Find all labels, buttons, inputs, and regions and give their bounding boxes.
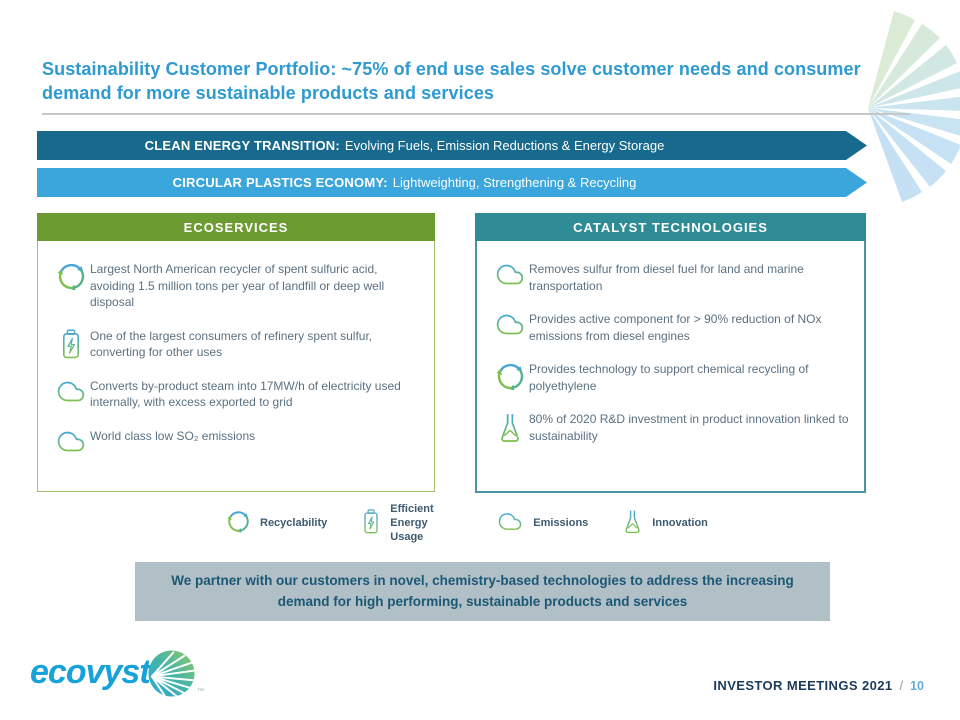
trademark-symbol: ™: [197, 688, 204, 695]
flask-icon: [491, 411, 529, 444]
ecovyst-wordmark: ecovyst: [30, 653, 151, 691]
list-item: Converts by-product steam into 17MW/h of…: [52, 378, 424, 411]
callout-banner: We partner with our customers in novel, …: [135, 562, 830, 621]
footer-label: INVESTOR MEETINGS 2021: [713, 678, 893, 693]
battery-icon: [52, 328, 90, 360]
column-header-ecoservices: ECOSERVICES: [37, 213, 435, 241]
legend: Recyclability Efficient Energy Usage Emi…: [226, 503, 708, 544]
title-underline: [42, 113, 910, 115]
cloud-icon: [52, 428, 90, 455]
callout-text: We partner with our customers in novel, …: [171, 573, 794, 609]
banner-circular-plastics: CIRCULAR PLASTICS ECONOMY: Lightweightin…: [37, 168, 867, 197]
bullet-text: Removes sulfur from diesel fuel for land…: [529, 262, 804, 293]
cloud-icon: [52, 378, 90, 405]
legend-item-energy: Efficient Energy Usage: [361, 503, 462, 544]
ecoservices-box: Largest North American recycler of spent…: [37, 241, 435, 492]
banner-text: Evolving Fuels, Emission Reductions & En…: [344, 138, 665, 153]
page-title: Sustainability Customer Portfolio: ~75% …: [42, 59, 861, 103]
bullet-text: 80% of 2020 R&D investment in product in…: [529, 412, 849, 443]
battery-icon: [361, 508, 381, 540]
legend-item-recyclability: Recyclability: [226, 509, 327, 539]
banner-clean-energy: CLEAN ENERGY TRANSITION: Evolving Fuels,…: [37, 131, 867, 160]
catalyst-box: Removes sulfur from diesel fuel for land…: [475, 241, 866, 493]
list-item: One of the largest consumers of refinery…: [52, 328, 424, 361]
footer-page-number: 10: [910, 679, 924, 693]
rays-decoration-icon: [868, 11, 960, 202]
globe-icon: [148, 650, 195, 697]
recycle-icon: [491, 361, 529, 392]
cloud-icon: [491, 261, 529, 288]
list-item: World class low SO₂ emissions: [52, 428, 424, 455]
legend-label: Emissions: [533, 516, 589, 529]
recycle-icon: [52, 261, 90, 292]
legend-item-innovation: Innovation: [622, 508, 708, 540]
list-item: Largest North American recycler of spent…: [52, 261, 424, 311]
bullet-text: Converts by-product steam into 17MW/h of…: [90, 378, 401, 410]
list-item: Removes sulfur from diesel fuel for land…: [491, 261, 854, 294]
legend-label: Recyclability: [260, 516, 328, 529]
bullet-text: Largest North American recycler of spent…: [90, 262, 385, 310]
banner-label: CLEAN ENERGY TRANSITION:: [144, 138, 340, 153]
list-item: Provides active component for > 90% redu…: [491, 311, 854, 344]
column-header-catalyst: CATALYST TECHNOLOGIES: [475, 213, 866, 241]
bullet-text: Provides active component for > 90% redu…: [529, 312, 822, 343]
list-item: Provides technology to support chemical …: [491, 361, 854, 394]
legend-label: Innovation: [652, 516, 708, 529]
cloud-icon: [491, 311, 529, 338]
recycle-icon: [226, 509, 251, 539]
flask-icon: [622, 508, 643, 540]
legend-item-emissions: Emissions: [496, 510, 588, 538]
cloud-icon: [496, 510, 524, 538]
legend-label: Efficient Energy Usage: [390, 503, 434, 543]
banner-text: Lightweighting, Strengthening & Recyclin…: [392, 175, 637, 190]
footer-meta: INVESTOR MEETINGS 2021 / 10: [713, 678, 924, 693]
list-item: 80% of 2020 R&D investment in product in…: [491, 411, 854, 444]
bullet-text: World class low SO₂ emissions: [90, 428, 256, 443]
footer-separator: /: [899, 678, 904, 693]
bullet-text: Provides technology to support chemical …: [529, 362, 809, 393]
bullet-text: One of the largest consumers of refinery…: [90, 328, 373, 360]
banner-label: CIRCULAR PLASTICS ECONOMY:: [172, 175, 388, 190]
